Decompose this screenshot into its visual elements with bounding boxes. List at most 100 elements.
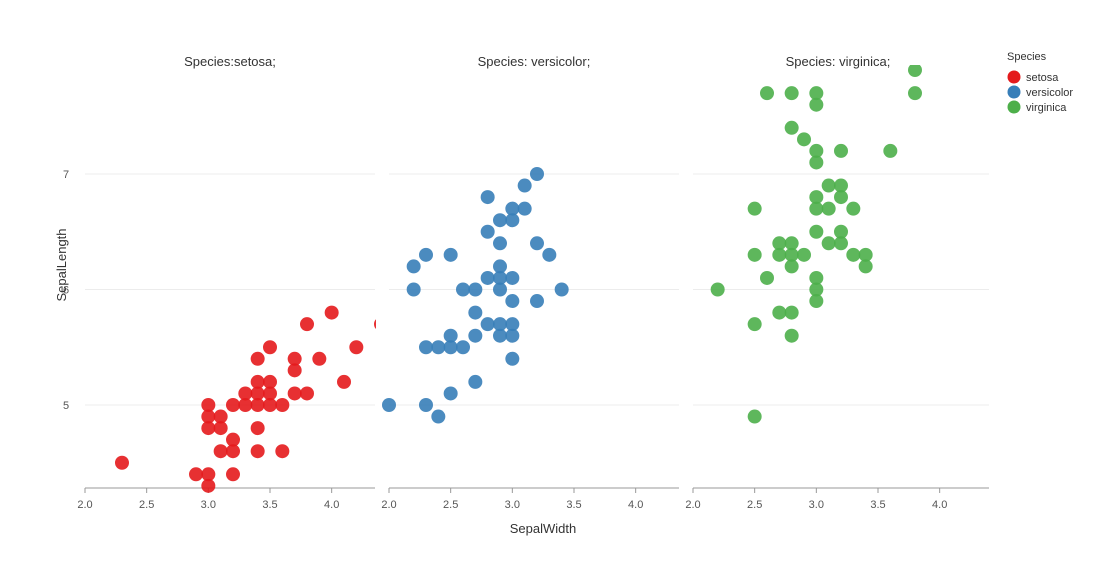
data-point [275,398,290,412]
data-point [772,305,787,320]
data-point [834,224,848,239]
data-point [287,386,302,401]
x-tick-label: 2.5 [747,499,762,511]
data-point [468,374,483,389]
legend: Species setosa versicolor virginica [1007,51,1073,114]
data-point [747,317,762,332]
data-point [443,340,458,355]
data-point [431,340,446,355]
data-point [115,455,129,470]
data-point [443,247,458,262]
facet-title-virginica: Species: virginica; [786,54,891,69]
facet-panel-virginica: 2.0 2.5 3.0 3.5 4.0 Species: virginica; [685,54,989,511]
data-point [456,282,470,297]
data-point [480,224,495,239]
data-point [797,132,811,147]
data-point [809,224,824,239]
data-point [908,65,922,78]
data-point [419,247,433,262]
data-point [809,155,824,170]
data-point [784,120,799,135]
data-point [201,478,216,493]
x-tick-label: 4.0 [932,499,947,511]
data-point [250,386,265,401]
data-point [784,305,799,320]
x-axis-title: SepalWidth [510,521,576,536]
data-point [250,444,265,459]
data-point [784,328,799,343]
data-point [189,467,203,482]
data-point [201,467,216,482]
x-tick-label: 2.0 [685,499,700,511]
data-point [250,374,265,389]
data-point [834,143,848,158]
data-point [784,259,799,274]
data-point [530,236,544,251]
legend-entries: setosa versicolor virginica [1007,70,1073,114]
data-point [883,143,898,158]
data-point [287,351,302,366]
data-point [554,282,569,297]
data-point [226,467,240,482]
data-point [772,247,787,262]
data-point [505,317,520,332]
data-point [821,236,836,251]
legend-swatch-versicolor [1007,85,1021,99]
x-tick-label: 2.0 [77,499,92,511]
facet-title-versicolor: Species: versicolor; [478,54,591,69]
legend-swatch-virginica [1007,100,1021,114]
data-point [250,421,265,436]
x-tick-label: 3.0 [809,499,824,511]
data-point [747,247,762,262]
data-point [809,143,824,158]
data-point [300,386,314,401]
data-point [493,236,507,251]
data-point [834,236,848,251]
data-point [710,282,725,297]
data-point [250,351,265,366]
data-point [238,386,253,401]
data-point [263,340,277,355]
x-tick-label: 3.5 [566,499,581,511]
data-point [493,328,507,343]
data-point [263,386,277,401]
data-point [809,270,824,285]
data-point [419,398,433,412]
data-point [809,190,824,205]
data-point [431,409,446,424]
data-point [530,294,544,309]
x-tick-label: 4.0 [324,499,339,511]
data-point [809,294,824,309]
x-tick-label: 2.5 [139,499,154,511]
data-point [493,259,507,274]
data-point [809,201,824,216]
data-point [250,398,265,412]
x-tick-label: 3.5 [870,499,885,511]
data-point [480,190,495,205]
data-point [493,270,507,285]
data-point [760,86,774,101]
data-point [324,305,339,320]
x-tick-label: 3.0 [201,499,216,511]
facet-panels: 2.0 2.5 3.0 3.5 4.0 5 6 7 Species:setosa; 2.0 2.5 3… [63,54,989,511]
data-point [834,178,848,193]
points-versicolor [382,167,569,424]
y-tick-label: 5 [63,400,69,412]
data-point [213,444,228,459]
data-point [213,409,228,424]
data-point [443,386,458,401]
data-point [263,374,277,389]
data-point [337,374,351,389]
data-point [517,178,532,193]
data-point [797,247,811,262]
facet-panel-setosa: 2.0 2.5 3.0 3.5 4.0 5 6 7 Species:setosa; [63,54,376,511]
data-point [443,328,458,343]
data-point [505,270,520,285]
legend-label-virginica: virginica [1026,102,1067,114]
data-point [406,282,421,297]
legend-title: Species [1007,51,1047,63]
data-point [275,444,290,459]
data-point [809,86,824,101]
data-point [772,236,787,251]
